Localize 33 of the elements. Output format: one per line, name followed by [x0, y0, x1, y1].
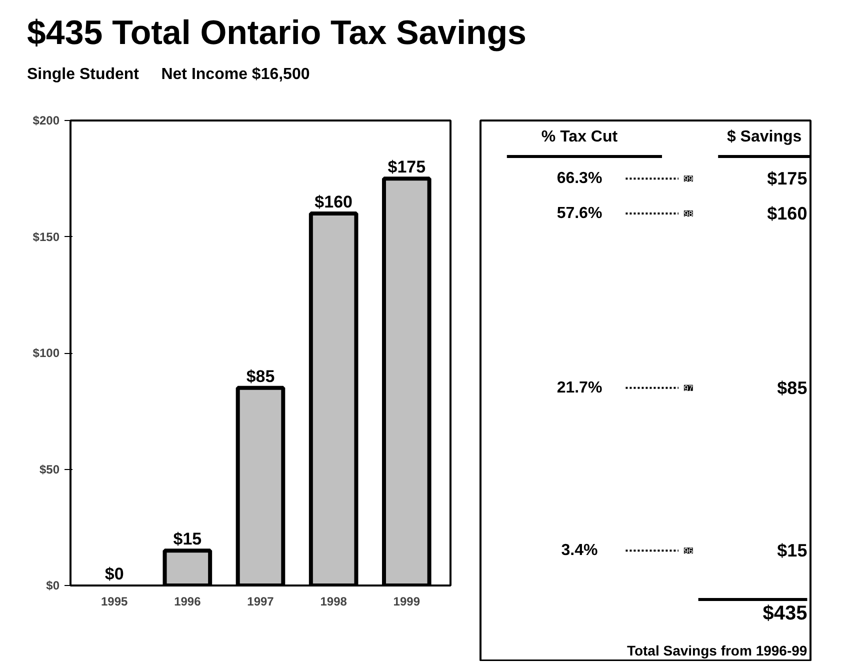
text: 98 [684, 210, 694, 218]
y-tick-label: $200 [32, 114, 60, 128]
chart-title: $435 Total Ontario Tax Savings [27, 13, 526, 54]
text: % Tax Cut [541, 128, 618, 146]
x-tick-label: 1995 [101, 594, 128, 608]
text: 57.6% [556, 205, 602, 222]
y-tick-label: $50 [39, 462, 60, 476]
x-tick-label: 1999 [393, 594, 420, 608]
text: 96 [684, 546, 694, 556]
y-tick-label: $0 [46, 578, 60, 592]
text: 97 [684, 384, 694, 393]
y-tick-label: $100 [32, 346, 60, 360]
x-tick-label: 1997 [247, 594, 274, 608]
data-label: $15 [173, 530, 202, 549]
text: 99 [684, 174, 694, 184]
text: $ Savings [726, 128, 802, 146]
x-tick-label: 1998 [320, 594, 348, 608]
data-label: $0 [104, 564, 124, 584]
text: 3.4% [561, 542, 598, 560]
text: $435 [762, 602, 808, 624]
text: $160 [767, 204, 808, 224]
text: 66.3% [556, 170, 602, 188]
x-tick-label: 1996 [174, 594, 202, 608]
chart-subtitle: Single Student Net Income $16,500 [27, 64, 311, 85]
text: 21.7% [556, 379, 602, 396]
text: $15 [777, 540, 808, 561]
text: $175 [767, 168, 808, 189]
data-label: $160 [314, 192, 352, 212]
text: $85 [777, 378, 808, 398]
data-label: $175 [388, 158, 426, 177]
y-tick-label: $150 [32, 230, 60, 244]
data-label: $85 [246, 366, 275, 386]
text: Total Savings from 1996-99 [626, 642, 808, 658]
